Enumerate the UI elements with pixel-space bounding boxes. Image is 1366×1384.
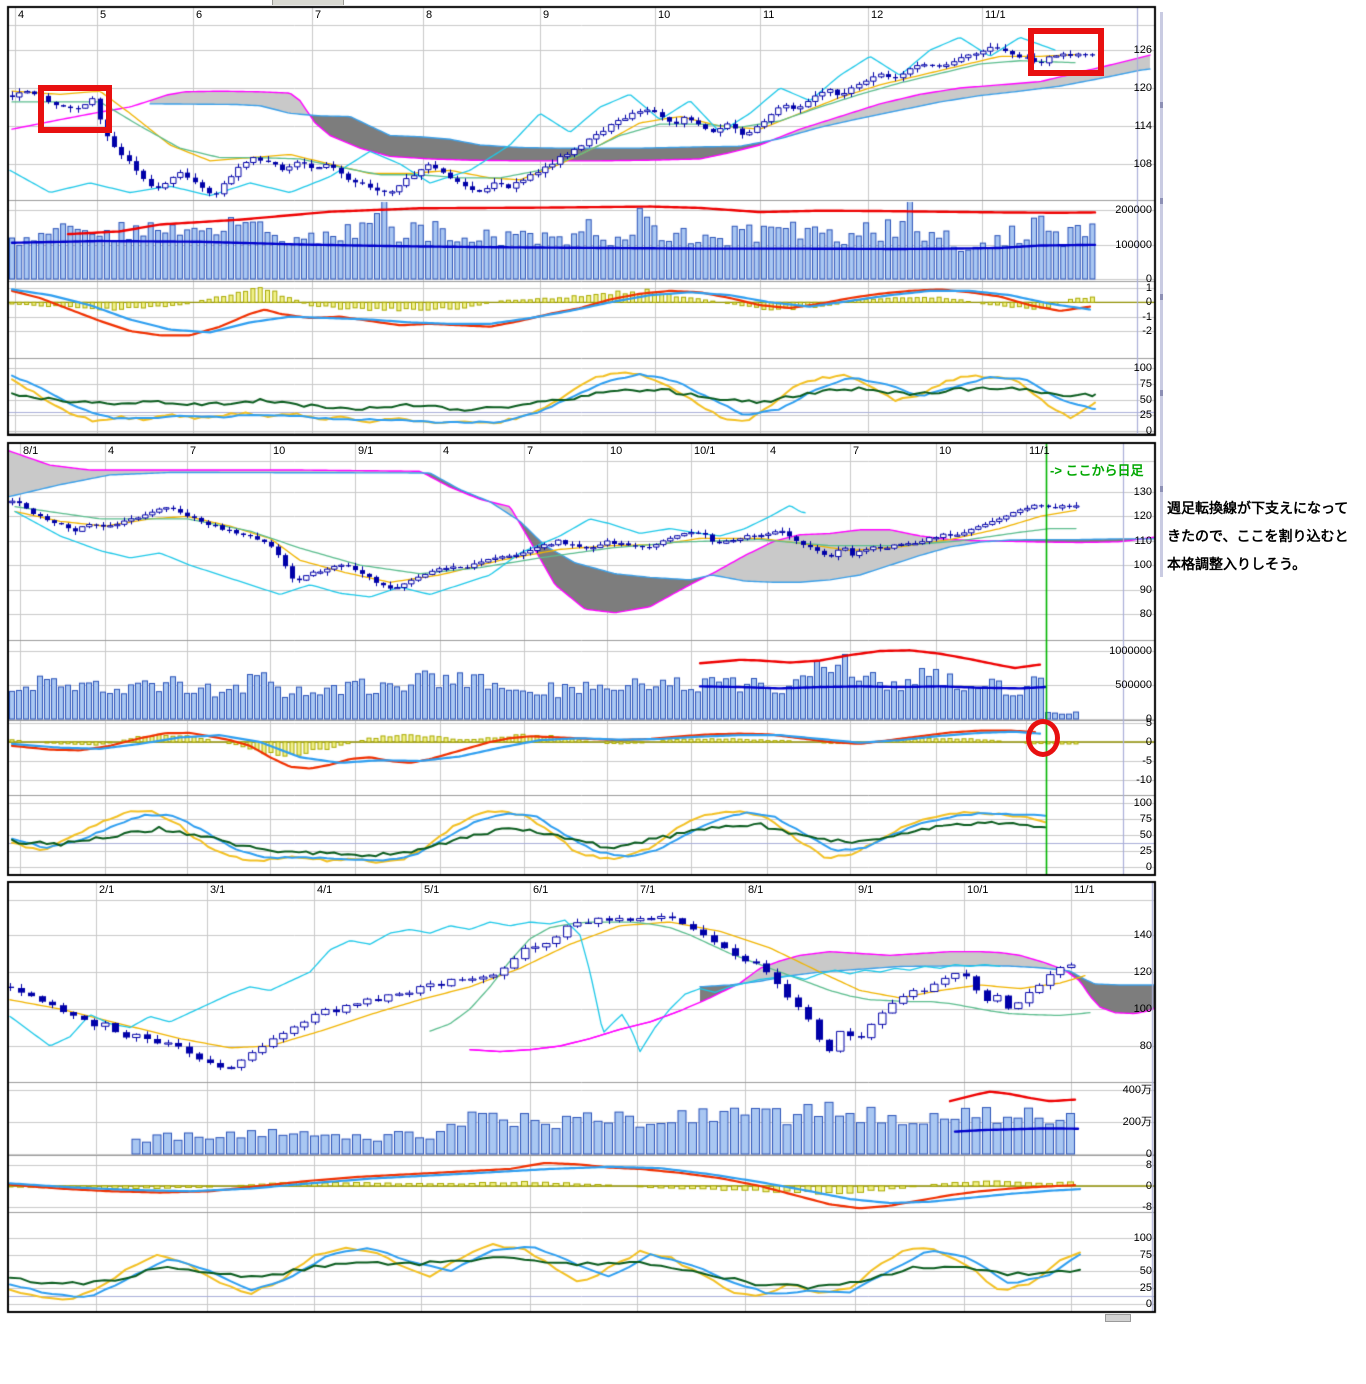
y-tick-label: 200000 [1115,204,1152,216]
y-tick-label: -8 [1142,1201,1152,1213]
x-tick-label: 8 [426,9,433,21]
y-tick-label: 25 [1139,845,1152,857]
x-tick-label: 4 [443,445,450,457]
y-tick-label: 80 [1139,1040,1152,1052]
y-tick-label: 0 [1145,736,1152,748]
y-tick-label: 0 [1145,1298,1152,1310]
y-tick-label: 25 [1139,409,1152,422]
scrollbar-fragment[interactable] [1105,1314,1131,1322]
x-tick-label: 7 [527,445,534,457]
y-tick-label: 0 [1145,273,1152,285]
y-tick-label: 108 [1133,158,1152,170]
x-tick-label: 10 [610,445,623,457]
y-tick-label: 100 [1133,559,1152,572]
analysis-note-line: 本格調整入りしそう。 [1167,556,1307,572]
y-tick-label: 500000 [1115,679,1152,691]
daily-section-caption: -> ここから日足 [1050,463,1144,478]
y-tick-label: 0 [1145,1180,1152,1192]
y-tick-label: 50 [1139,829,1152,841]
x-tick-label: 9/1 [858,884,874,896]
y-tick-label: 120 [1133,966,1152,978]
y-tick-label: 126 [1133,44,1152,56]
y-tick-label: 80 [1139,608,1152,620]
y-tick-label: 120 [1133,510,1152,523]
y-tick-label: 110 [1134,534,1152,547]
y-tick-label: 114 [1134,120,1152,132]
x-tick-label: 7 [853,445,860,457]
y-tick-label: 100 [1133,362,1152,374]
y-tick-label: 1000000 [1109,645,1152,657]
y-tick-label: 400万 [1122,1084,1152,1096]
y-tick-label: -2 [1142,325,1152,337]
y-tick-label: 75 [1139,1248,1152,1261]
y-tick-label: 100 [1133,797,1152,809]
x-tick-label: 3/1 [210,884,226,896]
x-tick-label: 11/1 [1029,445,1050,457]
y-tick-label: 1 [1145,282,1152,294]
y-tick-label: -5 [1142,755,1152,767]
x-tick-label: 9 [543,9,550,21]
x-tick-label: 5/1 [424,884,440,896]
x-tick-label: 5 [100,9,107,21]
x-tick-label: 8/1 [23,445,39,457]
y-tick-label: 200万 [1122,1116,1152,1128]
window-edge-fragment [272,0,344,5]
x-tick-label: 4 [108,445,115,457]
x-tick-label: 11/1 [985,9,1006,21]
y-tick-label: 25 [1139,1281,1152,1294]
y-tick-label: 100000 [1115,238,1152,251]
analysis-note-line: 週足転換線が下支えになって [1167,500,1349,516]
x-tick-label: 7 [315,9,322,21]
y-tick-label: 0 [1145,861,1152,873]
y-tick-label: 100 [1133,1003,1152,1015]
x-tick-label: 10 [273,445,286,457]
x-tick-label: 6 [196,9,203,21]
y-tick-label: 140 [1133,929,1152,941]
y-tick-label: 5 [1145,717,1152,729]
x-tick-label: 10 [658,9,671,21]
y-tick-label: 130 [1133,486,1152,498]
x-tick-label: 10/1 [967,884,989,896]
x-tick-label: 11 [763,9,775,21]
y-tick-label: -10 [1136,774,1152,786]
y-tick-label: 0 [1145,296,1152,309]
y-tick-label: 100 [1133,1232,1152,1244]
y-tick-label: 75 [1139,377,1152,390]
y-tick-label: 0 [1145,1148,1152,1160]
y-tick-label: 120 [1133,82,1152,94]
y-tick-label: 90 [1139,583,1152,596]
highlight-circle [1026,719,1060,757]
y-tick-label: -1 [1142,310,1152,323]
x-tick-label: 4 [18,9,25,21]
x-tick-label: 10/1 [694,445,716,457]
x-tick-label: 7/1 [640,884,656,896]
x-tick-label: 11/1 [1074,884,1095,896]
y-tick-label: 50 [1139,393,1152,406]
x-tick-label: 4/1 [317,884,333,896]
x-tick-label: 9/1 [358,445,374,457]
y-tick-label: 0 [1145,425,1152,437]
x-tick-label: 2/1 [99,884,115,896]
analysis-note: 週足転換線が下支えになって きたので、ここを割り込むと 本格調整入りしそう。 [1167,494,1366,578]
x-tick-label: 12 [871,9,884,21]
x-tick-label: 8/1 [748,884,764,896]
x-tick-label: 4 [770,445,777,457]
y-tick-label: 75 [1139,813,1152,825]
highlight-rect [1028,28,1104,76]
analysis-note-line: きたので、ここを割り込むと [1167,528,1349,544]
pane-splitter[interactable] [1160,12,1163,577]
y-tick-label: 50 [1139,1265,1152,1277]
x-tick-label: 10 [939,445,952,457]
y-tick-label: 8 [1145,1159,1152,1171]
x-tick-label: 7 [190,445,197,457]
x-tick-label: 6/1 [533,884,549,896]
y-tick-label: 0 [1145,713,1152,725]
highlight-rect [38,85,112,133]
